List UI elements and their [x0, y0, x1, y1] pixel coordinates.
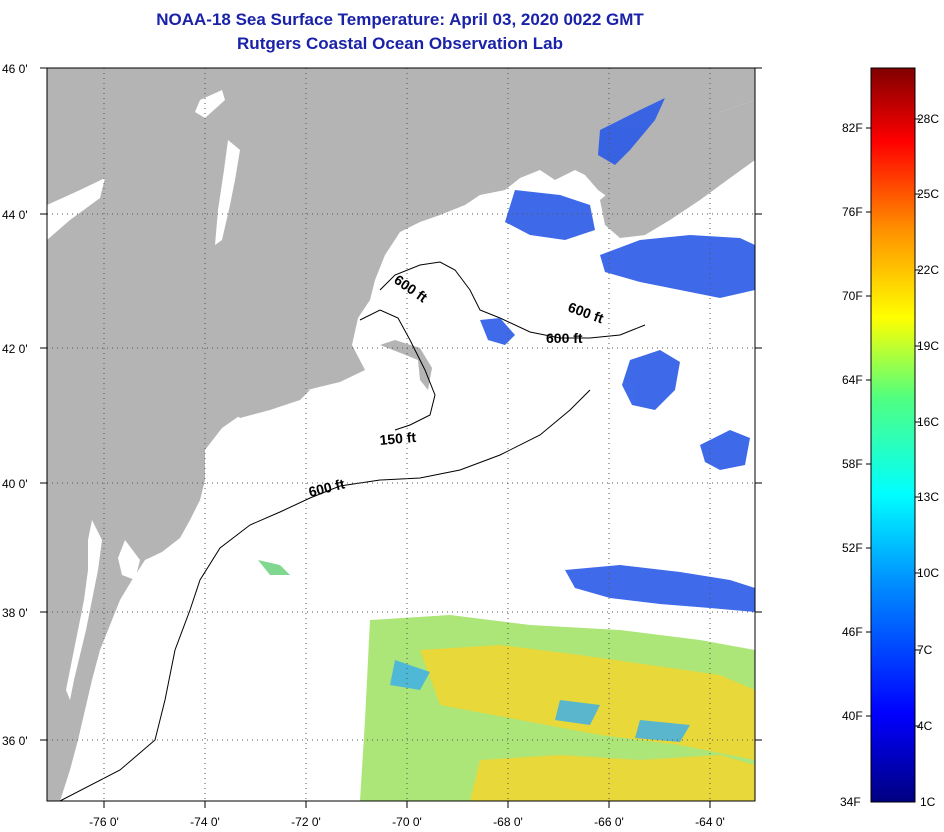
colorbar-label-c: 28C: [917, 112, 939, 126]
axis-ticks: [40, 67, 762, 808]
colorbar-label-c: 7C: [917, 643, 933, 657]
sst-warm-patches: [258, 560, 755, 801]
colorbar-label-c: 22C: [917, 263, 939, 277]
colorbar-label-f: 76F: [842, 205, 863, 219]
colorbar-ticks: [866, 118, 920, 727]
colorbar-label-f: 64F: [842, 373, 863, 387]
colorbar-label-c: 4C: [917, 719, 933, 733]
colorbar-label-c: 13C: [917, 490, 939, 504]
lon-tick-label: -74 0': [190, 815, 220, 829]
colorbar-label-c: 1C: [920, 795, 936, 809]
lat-tick-label: 36 0': [2, 734, 28, 748]
lake: [195, 90, 225, 118]
map-subtitle: Rutgers Coastal Ocean Observation Lab: [237, 34, 563, 53]
lon-tick-label: -72 0': [291, 815, 321, 829]
land-long-island: [230, 390, 310, 418]
colorbar-label-f: 40F: [842, 709, 863, 723]
map-frame: [46, 67, 756, 802]
delaware-bay: [118, 540, 140, 580]
chesapeake-bay: [66, 520, 102, 700]
map-title: NOAA-18 Sea Surface Temperature: April 0…: [156, 10, 644, 29]
sst-cold-patches: [480, 98, 755, 612]
contour-label: 150 ft: [379, 429, 417, 448]
lon-tick-label: -76 0': [89, 815, 119, 829]
lat-tick-label: 44 0': [2, 208, 28, 222]
graticule: [47, 68, 755, 801]
colorbar-label-f: 52F: [842, 541, 863, 555]
lon-tick-label: -70 0': [392, 815, 422, 829]
lon-tick-label: -66 0': [594, 815, 624, 829]
lat-tick-label: 40 0': [2, 477, 28, 491]
land-cape-cod: [380, 340, 432, 390]
colorbar-label-f: 82F: [842, 121, 863, 135]
lake: [47, 178, 105, 240]
lake: [215, 140, 240, 245]
colorbar-label-c: 19C: [917, 339, 939, 353]
lat-tick-label: 46 0': [2, 62, 28, 76]
contour-150ft: [359, 309, 436, 431]
lon-tick-label: -68 0': [493, 815, 523, 829]
contour-600ft: [59, 389, 591, 801]
colorbar-label-c: 25C: [917, 187, 939, 201]
lon-tick-label: -64 0': [695, 815, 725, 829]
colorbar-label-f: 46F: [842, 625, 863, 639]
land-nova-scotia: [600, 100, 755, 238]
colorbar-label-c: 10C: [917, 566, 939, 580]
lat-tick-label: 38 0': [2, 606, 28, 620]
colorbar-label-f: 34F: [840, 795, 861, 809]
colorbar-label-f: 70F: [842, 289, 863, 303]
colorbar-label-c: 16C: [917, 415, 939, 429]
lat-tick-label: 42 0': [2, 342, 28, 356]
colorbar: [870, 67, 916, 803]
contour-label: 600 ft: [546, 330, 583, 346]
contour-600ft-gom: [379, 261, 646, 339]
land-mainland: [47, 68, 755, 801]
colorbar-label-f: 58F: [842, 457, 863, 471]
